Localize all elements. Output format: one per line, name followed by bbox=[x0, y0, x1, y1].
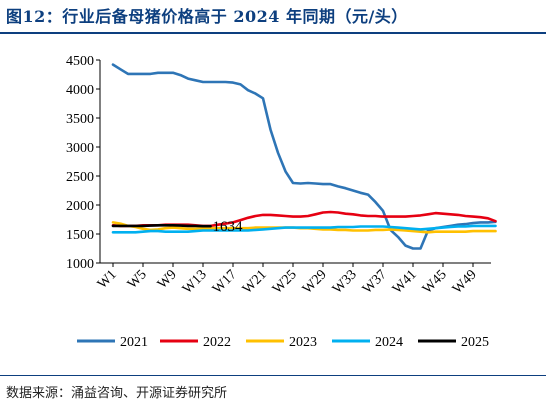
x-tick-label: W9 bbox=[155, 267, 180, 292]
x-tick-label: W1 bbox=[95, 267, 120, 292]
y-tick-label: 3500 bbox=[66, 112, 94, 127]
series-line-2022 bbox=[111, 210, 497, 228]
y-tick-label: 4000 bbox=[66, 83, 94, 98]
x-tick-label: W49 bbox=[450, 267, 480, 297]
chart-legend: 2021 2022 2023 2024 2025 bbox=[77, 335, 489, 350]
source-rule bbox=[0, 375, 546, 376]
series-layer bbox=[111, 63, 497, 250]
x-tick-label: W5 bbox=[125, 267, 150, 292]
y-tick-label: 3000 bbox=[66, 141, 94, 156]
x-tick-label: W37 bbox=[360, 267, 390, 297]
y-tick-label: 1500 bbox=[66, 228, 94, 243]
series-line-2024 bbox=[111, 224, 497, 234]
x-tick-label: W17 bbox=[210, 267, 240, 297]
x-tick-label: W29 bbox=[300, 267, 330, 297]
title-rule bbox=[0, 32, 546, 34]
x-tick-label: W41 bbox=[390, 267, 420, 297]
y-tick-label: 2500 bbox=[66, 170, 94, 185]
legend-label-2022: 2022 bbox=[203, 335, 231, 350]
x-tick-label: W13 bbox=[180, 267, 210, 297]
series-line-2025 bbox=[111, 224, 212, 228]
legend-label-2024: 2024 bbox=[375, 335, 403, 350]
annotation-layer: 1634 bbox=[213, 219, 244, 235]
x-tick-label: W25 bbox=[270, 267, 300, 297]
y-tick-label: 2000 bbox=[66, 199, 94, 214]
source-note: 数据来源：涌益咨询、开源证券研究所 bbox=[6, 386, 228, 401]
x-tick-label: W33 bbox=[330, 267, 360, 297]
x-tick-label: W45 bbox=[420, 267, 450, 297]
legend-label-2025: 2025 bbox=[461, 335, 489, 350]
legend-label-2021: 2021 bbox=[120, 335, 148, 350]
data-label: 1634 bbox=[213, 219, 244, 235]
figure-title: 图12：行业后备母猪价格高于 2024 年同期（元/头） bbox=[6, 7, 408, 26]
x-tick-label: W21 bbox=[240, 267, 270, 297]
y-tick-label: 4500 bbox=[66, 54, 94, 69]
series-line-2021 bbox=[111, 63, 497, 250]
legend-label-2023: 2023 bbox=[289, 335, 317, 350]
y-tick-label: 1000 bbox=[66, 257, 94, 272]
